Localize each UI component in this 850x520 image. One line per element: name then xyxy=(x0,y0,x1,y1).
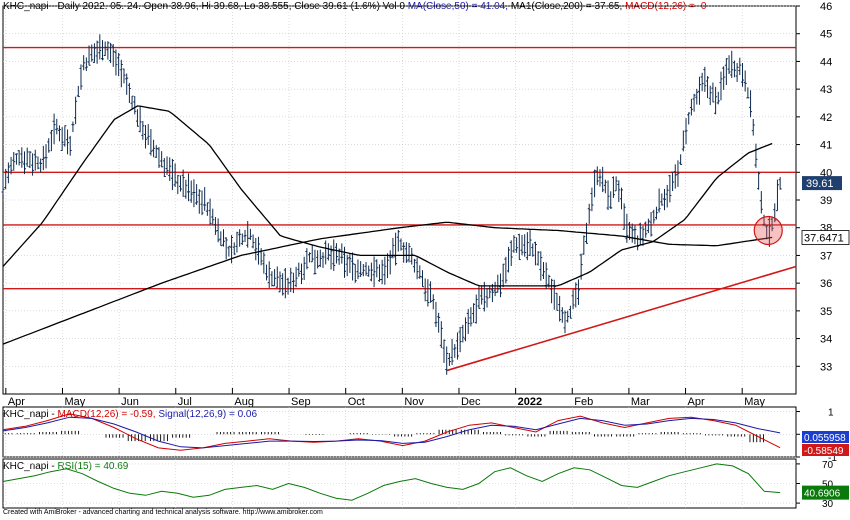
price-y-tick-label: 46 xyxy=(820,1,832,13)
x-tick-label: Jul xyxy=(178,396,192,408)
ma200-value-box xyxy=(801,230,850,245)
x-tick-label: May xyxy=(64,396,85,408)
x-tick-label: Aug xyxy=(234,396,254,408)
macd-y-tick-label: 1 xyxy=(828,408,834,419)
x-tick-label: Feb xyxy=(574,396,593,408)
x-tick-label: 2022 xyxy=(518,396,542,408)
price-y-tick-label: 45 xyxy=(820,29,832,41)
rsi-value-text: 40.6906 xyxy=(804,489,841,500)
rsi-header-prefix: KHC_napi - xyxy=(3,461,55,472)
x-tick-label: May xyxy=(744,396,765,408)
signal-value-box xyxy=(802,431,849,443)
macd-value-box xyxy=(802,444,849,456)
macd-value-text: -0.58549 xyxy=(804,446,844,457)
x-tick-label: Dec xyxy=(461,396,481,408)
macd-header: KHC_napi - MACD(12,26) = -0.59, Signal(1… xyxy=(3,409,257,420)
x-tick-label: Apr xyxy=(688,396,705,408)
price-y-tick-label: 35 xyxy=(820,306,832,318)
price-y-tick-label: 36 xyxy=(820,278,832,290)
x-tick-label: Nov xyxy=(404,396,424,408)
signal-value-text: 0.055958 xyxy=(804,433,846,444)
rsi-y-tick-label: 50 xyxy=(822,480,834,491)
ma200-value-label: 37.6471 xyxy=(804,232,844,244)
macd-header-prefix: KHC_napi - xyxy=(3,409,55,420)
macd-y-tick-label: -1 xyxy=(828,453,837,464)
highlight-circle xyxy=(753,215,783,246)
signal-line xyxy=(2,416,781,449)
ma200-line xyxy=(2,221,773,345)
price-y-tick-label: 33 xyxy=(820,361,832,373)
x-tick-label: Apr xyxy=(8,396,25,408)
footer-credit: Created with AmiBroker - advanced charti… xyxy=(3,509,323,516)
ma50-line xyxy=(2,105,773,287)
close-value-box xyxy=(802,176,842,191)
rsi-y-tick-label: 30 xyxy=(822,499,834,510)
price-y-tick-label: 42 xyxy=(820,112,832,124)
rsi-value-label: RSI(15) = 40.69 xyxy=(57,461,129,472)
rsi-y-tick-label: 70 xyxy=(822,460,834,471)
close-value-label: 39.61 xyxy=(806,178,834,190)
macd-line xyxy=(2,413,781,451)
signal-value-label: Signal(12,26,9) = 0.06 xyxy=(158,409,258,420)
price-y-tick-label: 37 xyxy=(820,250,832,262)
trendline xyxy=(446,265,797,372)
price-y-tick-label: 41 xyxy=(820,140,832,152)
rsi-value-box xyxy=(802,485,849,500)
x-tick-label: Sep xyxy=(291,396,311,408)
x-tick-label: Jun xyxy=(121,396,139,408)
x-tick-label: Mar xyxy=(631,396,650,408)
macd-value-label: MACD(12,26) = -0.59, xyxy=(57,409,156,420)
price-y-tick-label: 34 xyxy=(820,334,832,346)
rsi-header: KHC_napi - RSI(15) = 40.69 xyxy=(3,461,128,472)
rsi-line xyxy=(2,463,781,501)
price-y-tick-label: 43 xyxy=(820,84,832,96)
price-y-tick-label: 39 xyxy=(820,195,832,207)
price-y-tick-label: 44 xyxy=(820,56,832,68)
x-tick-label: Oct xyxy=(348,396,365,408)
